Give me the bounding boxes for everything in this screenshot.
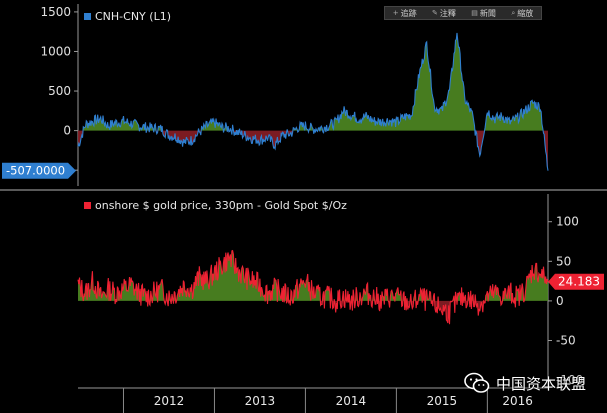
gold-swatch (84, 202, 91, 209)
chart-toolbar: + 追跡 ✎ 注釋 ▤ 新聞 ⌕ 縮放 (384, 6, 542, 20)
cnh-series-name: CNH-CNY (L1) (95, 10, 171, 23)
top-ytick-label: 500 (48, 84, 71, 98)
bottom-ytick-label: -100 (556, 373, 583, 387)
bottom-ytick-label: -50 (556, 333, 576, 347)
top-positive-area (78, 32, 548, 131)
x-tick-label: 2015 (427, 394, 458, 408)
x-tick-label: 2013 (245, 394, 276, 408)
top-series-line (77, 32, 549, 171)
gold-series-name: onshore $ gold price, 330pm - Gold Spot … (95, 199, 347, 212)
wechat-icon (464, 372, 490, 393)
track-button[interactable]: + 追跡 (393, 8, 417, 19)
top-ytick-label: 1500 (40, 5, 71, 19)
plus-icon: + (392, 9, 399, 17)
annotate-button-label: 注釋 (439, 8, 456, 18)
cnh-swatch (84, 13, 91, 20)
zoom-button-label: 縮放 (517, 8, 534, 18)
news-icon: ▤ (471, 9, 478, 17)
bottom-ytick-label: 50 (556, 254, 571, 268)
x-tick-label: 2016 (502, 394, 533, 408)
top-ytick-label: 0 (63, 124, 71, 138)
last-value-tag (548, 273, 604, 290)
bottom-legend: onshore $ gold price, 330pm - Gold Spot … (84, 199, 347, 212)
zoom-icon: ⌕ (511, 8, 516, 17)
bottom-positive-area (78, 250, 548, 301)
cursor-value-label: -507.0000 (6, 164, 65, 178)
bottom-series-line (77, 249, 549, 325)
news-button-label: 新聞 (479, 8, 496, 18)
x-tick-label: 2014 (336, 394, 367, 408)
bottom-ytick-label: 0 (556, 294, 564, 308)
watermark: 中国资本联盟 (464, 372, 586, 394)
bottom-ytick-label: 100 (556, 215, 579, 229)
last-value-label: 24.183 (558, 275, 600, 289)
annotate-button[interactable]: ✎ 注釋 (432, 8, 456, 19)
top-ytick-label: 1000 (40, 44, 71, 58)
news-button[interactable]: ▤ 新聞 (471, 8, 496, 19)
zoom-button[interactable]: ⌕ 縮放 (511, 8, 533, 19)
track-button-label: 追跡 (400, 8, 417, 18)
x-tick-label: 2012 (154, 394, 185, 408)
top-legend: CNH-CNY (L1) (84, 10, 171, 23)
watermark-text: 中国资本联盟 (496, 374, 587, 393)
pencil-icon: ✎ (432, 9, 438, 17)
cursor-value-tag (2, 162, 76, 179)
